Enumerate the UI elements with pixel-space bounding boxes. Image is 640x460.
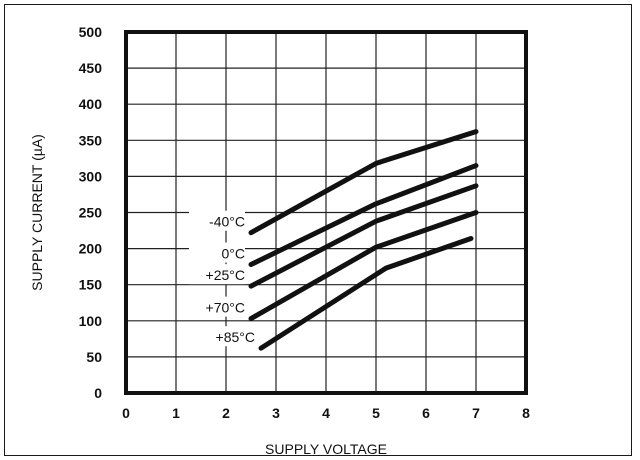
y-tick-label: 250 bbox=[79, 205, 103, 221]
series-label: +70°C bbox=[206, 300, 245, 316]
y-tick-label: 50 bbox=[86, 349, 102, 365]
series-lines bbox=[248, 129, 479, 351]
y-tick-label: 200 bbox=[79, 241, 103, 257]
series-line bbox=[248, 183, 479, 289]
x-tick-label: 6 bbox=[422, 405, 430, 421]
series-label: 0°C bbox=[222, 245, 246, 261]
x-tick-label: 2 bbox=[222, 405, 230, 421]
grid bbox=[126, 32, 526, 393]
x-tick-label: 0 bbox=[122, 405, 130, 421]
y-tick-label: 300 bbox=[79, 168, 103, 184]
y-tick-label: 350 bbox=[79, 132, 103, 148]
x-tick-label: 1 bbox=[172, 405, 180, 421]
y-axis-label: SUPPLY CURRENT (µA) bbox=[29, 134, 45, 291]
y-tick-label: 150 bbox=[79, 277, 103, 293]
series-line bbox=[248, 129, 479, 236]
series-label: +25°C bbox=[206, 267, 245, 283]
y-tick-label: 400 bbox=[79, 96, 103, 112]
tick-labels: 0 1 2 3 4 5 6 7 8 0 50 100 150 200 250 300 350 400 450 500 bbox=[79, 24, 530, 421]
x-tick-label: 4 bbox=[322, 405, 330, 421]
x-tick-label: 7 bbox=[472, 405, 480, 421]
series-line bbox=[248, 163, 479, 267]
series-label-bg bbox=[189, 264, 245, 285]
x-axis-label: SUPPLY VOLTAGE bbox=[265, 441, 387, 457]
series-label-bg bbox=[189, 296, 245, 317]
series-label-bg bbox=[189, 242, 245, 263]
series-label: +85°C bbox=[216, 329, 255, 345]
y-tick-label: 0 bbox=[94, 385, 102, 401]
plot-border bbox=[124, 30, 528, 395]
x-tick-label: 5 bbox=[372, 405, 380, 421]
x-tick-label: 8 bbox=[522, 405, 530, 421]
y-tick-label: 450 bbox=[79, 60, 103, 76]
series-label-bg bbox=[189, 210, 245, 231]
series-label: -40°C bbox=[209, 214, 245, 230]
series-label-bg bbox=[199, 326, 255, 347]
chart-frame bbox=[4, 4, 632, 456]
x-tick-label: 3 bbox=[272, 405, 280, 421]
series-line bbox=[248, 210, 479, 322]
series-labels: -40°C 0°C +25°C +70°C +85°C bbox=[189, 210, 255, 347]
series-line bbox=[258, 236, 474, 351]
y-tick-label: 100 bbox=[79, 313, 103, 329]
y-tick-label: 500 bbox=[79, 24, 103, 40]
